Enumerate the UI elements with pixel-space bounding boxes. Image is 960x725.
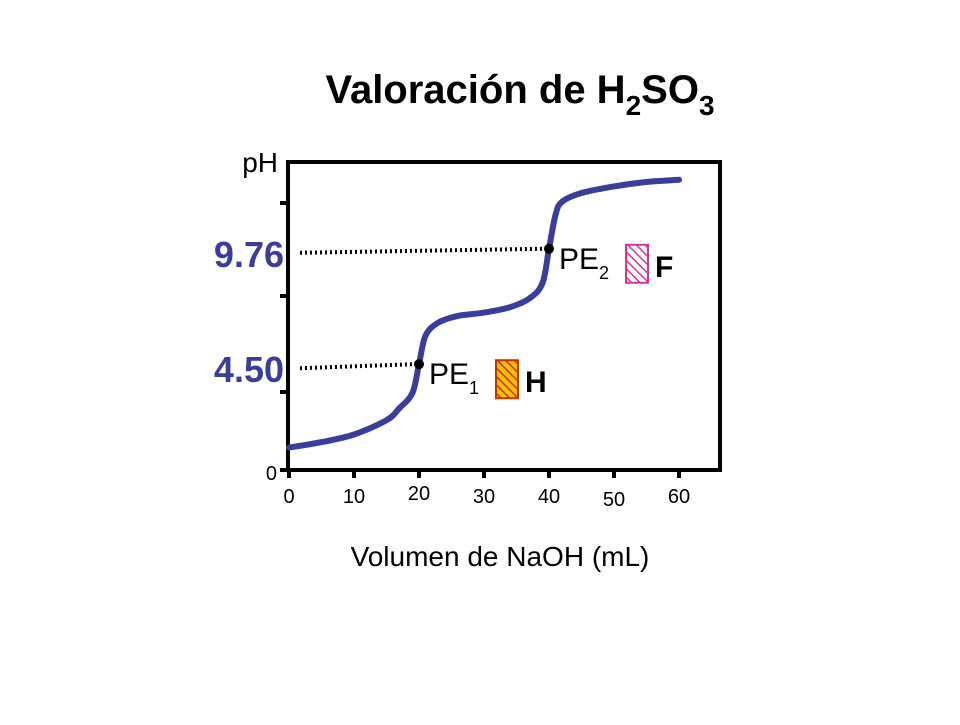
indicator-swatch-h [495,359,519,400]
title-middle: SO [641,68,699,112]
title-sub-1: 2 [626,90,642,121]
x-axis-ticks: 0 10 20 30 40 50 60 [283,470,690,511]
pe2-point [544,243,554,254]
x-tick-label: 50 [603,489,625,511]
titration-curve [286,176,682,451]
guide-line-pe2 [299,246,544,255]
plot-frame [286,160,722,472]
indicator-label-h: H [525,366,547,399]
indicator-label-f: F [655,251,673,284]
x-tick-label: 60 [668,486,690,508]
pe1-ph-value: 4.50 [214,349,284,390]
guide-line-pe1 [299,362,414,371]
chart-title: Valoración de H2SO3 [325,68,714,121]
pe2-label: PE2 [559,243,609,283]
x-tick-label: 10 [343,486,365,508]
indicator-swatch-f [625,243,649,284]
y-axis-label: pH [242,147,278,178]
title-sub-2: 3 [699,90,715,121]
x-axis-label: Volumen de NaOH (mL) [351,541,650,572]
pe1-label-text: PE [429,358,469,391]
title-prefix: Valoración de H [325,68,625,112]
x-tick-label: 30 [473,486,495,508]
pe1-label-sub: 1 [469,378,479,398]
pe2-ph-value: 9.76 [214,234,284,275]
pe1-label: PE1 [429,358,479,398]
y-axis-ticks [280,201,288,472]
y-zero-label: 0 [266,463,277,485]
pe2-label-text: PE [559,243,599,276]
pe1-point [414,359,424,370]
x-tick-label: 20 [408,483,430,505]
x-tick-label: 40 [538,486,560,508]
x-tick-label: 0 [283,486,294,508]
pe2-label-sub: 2 [599,263,609,283]
